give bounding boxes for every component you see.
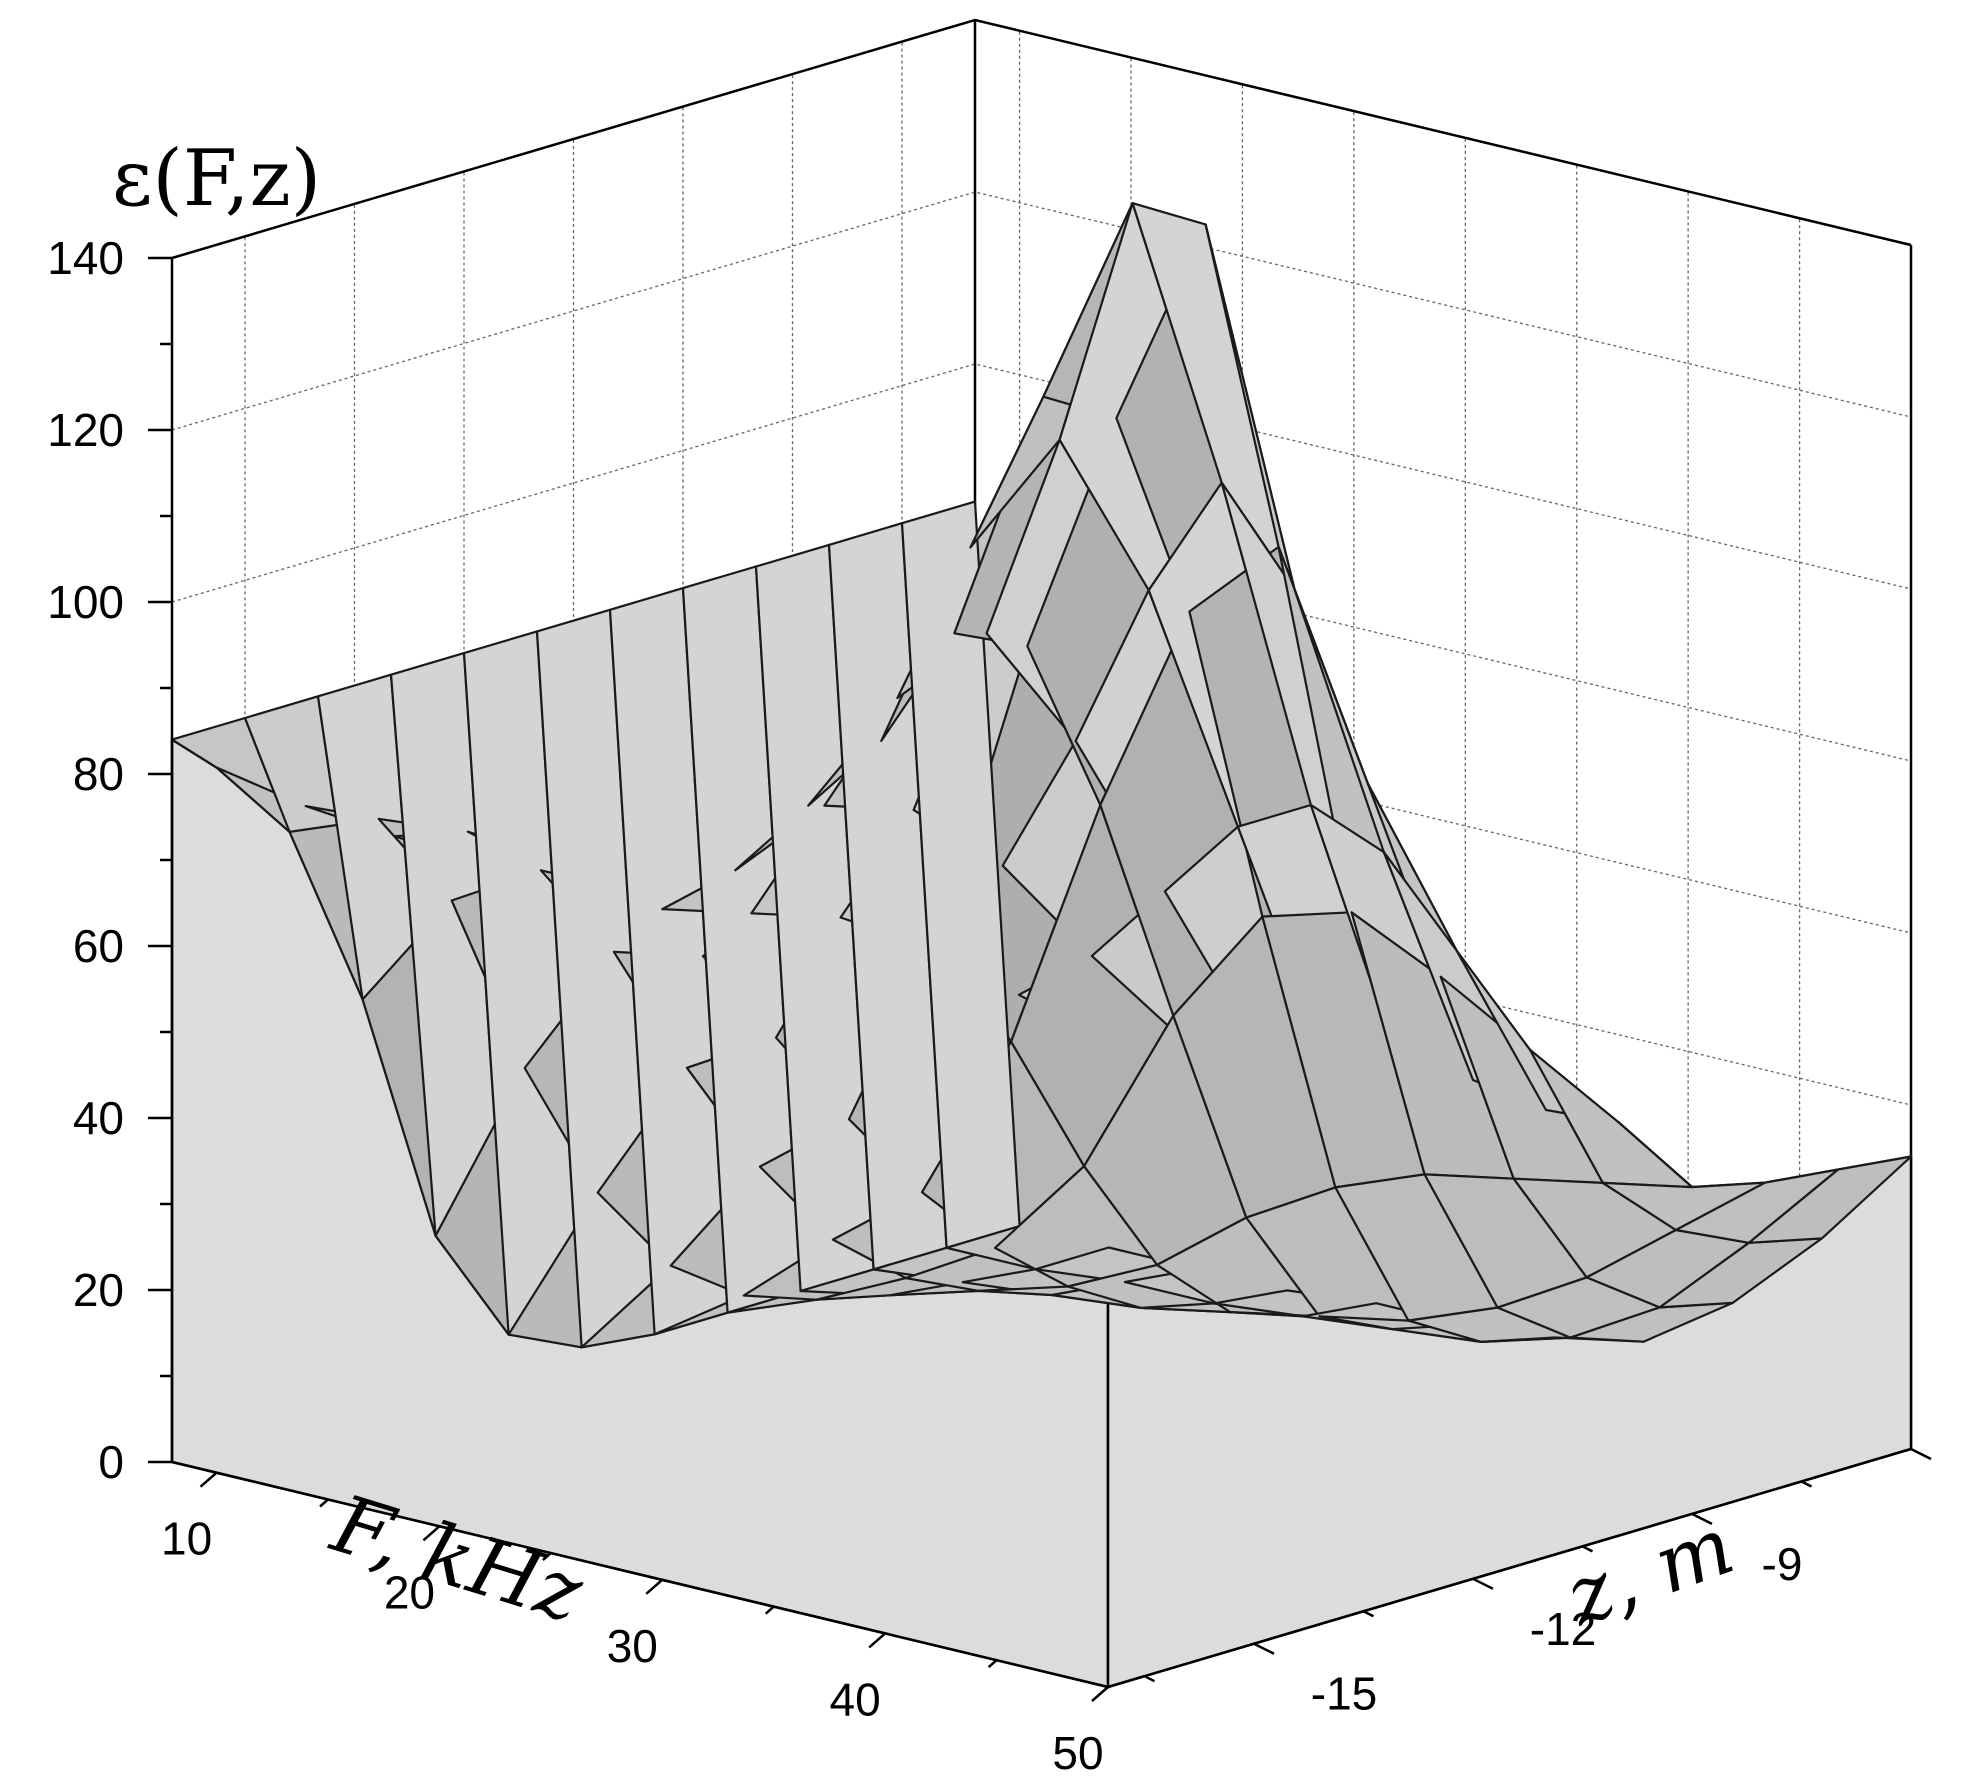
- z-tick-major: [1472, 1577, 1494, 1590]
- F-tick-label: 30: [607, 1620, 658, 1672]
- surface-mesh: [170, 202, 1913, 1349]
- axis-ticks: [148, 256, 1932, 1702]
- eps-tick-label: 100: [47, 576, 124, 628]
- eps-tick-label: 40: [73, 1092, 124, 1144]
- z-tick-major: [1910, 1447, 1932, 1461]
- eps-tick-label: 120: [47, 404, 124, 456]
- F-tick-label: 10: [161, 1513, 212, 1565]
- F-tick-minor: [987, 1659, 998, 1669]
- z-tick-minor: [1581, 1545, 1594, 1553]
- F-tick-major: [1091, 1686, 1109, 1702]
- eps-tick-label: 140: [47, 232, 124, 284]
- z-tick-label: -15: [1311, 1668, 1377, 1720]
- z-tick-minor: [1362, 1610, 1375, 1618]
- z-tick-major: [1253, 1642, 1275, 1655]
- z-tick-minor: [1143, 1675, 1156, 1683]
- F-tick-label: 50: [1052, 1727, 1103, 1779]
- F-tick-minor: [764, 1605, 775, 1615]
- F-tick-major: [645, 1578, 664, 1595]
- z-axis-title: ε(F,z): [112, 134, 321, 224]
- F-tick-label: 40: [830, 1673, 881, 1725]
- F-tick-major: [868, 1632, 886, 1649]
- F-tick-major: [199, 1471, 218, 1488]
- z-axis-line: [1107, 1447, 1912, 1689]
- eps-tick-label: 0: [98, 1436, 124, 1488]
- eps-tick-label: 20: [73, 1264, 124, 1316]
- F-tick-label: 20: [384, 1566, 435, 1618]
- z-tick-minor: [1800, 1480, 1813, 1488]
- eps-tick-label: 60: [73, 920, 124, 972]
- z-tick-label: -9: [1762, 1538, 1803, 1590]
- z-tick-major: [1691, 1512, 1713, 1526]
- F-tick-major: [422, 1525, 441, 1542]
- F-tick-minor: [542, 1552, 552, 1562]
- z-tick-label: -12: [1530, 1603, 1596, 1655]
- surface-cell: [1747, 1155, 1913, 1244]
- F-tick-minor: [319, 1498, 329, 1508]
- eps-tick-label: 80: [73, 748, 124, 800]
